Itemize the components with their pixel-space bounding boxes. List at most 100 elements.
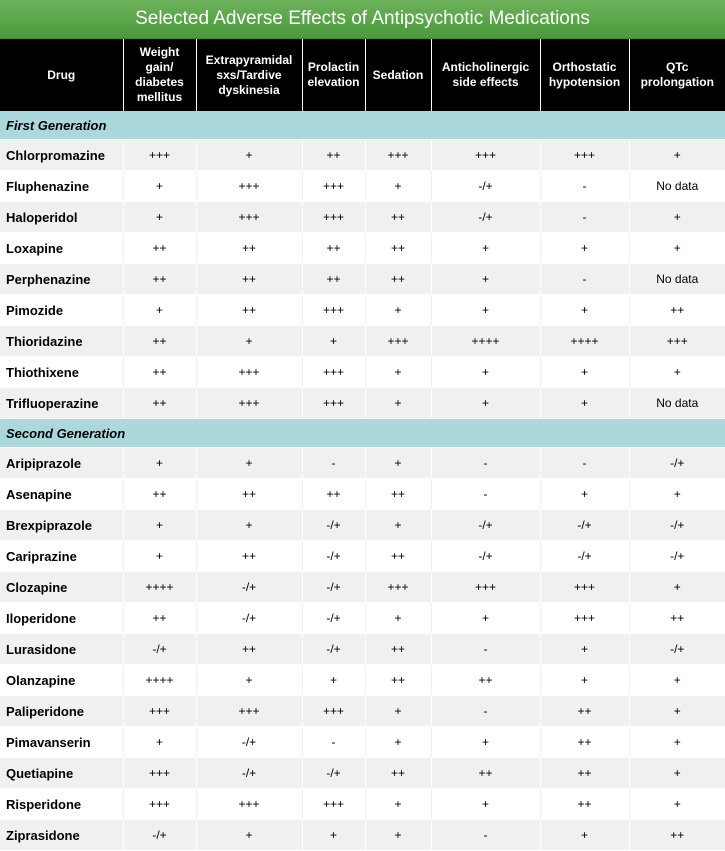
table-row: Loxapine ++ ++ ++ ++ + + + (0, 232, 725, 264)
rating-cell: + (628, 695, 725, 727)
rating-cell: ++ (628, 602, 725, 634)
table-title: Selected Adverse Effects of Antipsychoti… (0, 0, 725, 39)
table-row: Perphenazine ++ ++ ++ ++ + - No data (0, 263, 725, 295)
rating-cell: +++ (122, 788, 196, 820)
table-row: Pimavanserin + -/+ - + + ++ + (0, 726, 725, 758)
column-header-qtc: QTc prolongation (628, 39, 725, 111)
rating-cell: +++ (628, 325, 725, 357)
rating-cell: ++ (195, 263, 302, 295)
rating-cell: + (122, 540, 196, 572)
rating-cell: + (539, 294, 629, 326)
rating-cell: + (364, 695, 431, 727)
drug-name-cell: Thioridazine (0, 325, 123, 357)
table-row: Aripiprazole + + - + - - -/+ (0, 447, 725, 479)
rating-cell: + (430, 294, 540, 326)
drug-name-cell: Asenapine (0, 478, 123, 510)
table-row: Clozapine ++++ -/+ -/+ +++ +++ +++ + (0, 571, 725, 603)
table-row: Trifluoperazine ++ +++ +++ + + + No data (0, 387, 725, 419)
rating-cell: + (301, 325, 365, 357)
drug-name-cell: Quetiapine (0, 757, 123, 789)
rating-cell: ++ (539, 695, 629, 727)
rating-cell: -/+ (628, 509, 725, 541)
rating-cell: ++ (195, 294, 302, 326)
section-header-row: First Generation (0, 111, 725, 140)
rating-cell: + (628, 139, 725, 171)
rating-cell: ++ (364, 232, 431, 264)
rating-cell: -/+ (628, 540, 725, 572)
rating-cell: +++ (539, 571, 629, 603)
drug-name-cell: Iloperidone (0, 602, 123, 634)
rating-cell: + (539, 232, 629, 264)
rating-cell: + (539, 478, 629, 510)
rating-cell: + (364, 602, 431, 634)
rating-cell: + (122, 726, 196, 758)
rating-cell: +++ (195, 387, 302, 419)
table-row: Ziprasidone -/+ + + + - + ++ (0, 819, 725, 851)
rating-cell: ++ (364, 664, 431, 696)
rating-cell: + (195, 325, 302, 357)
drug-name-cell: Pimozide (0, 294, 123, 326)
rating-cell: - (539, 170, 629, 202)
rating-cell: ++ (195, 232, 302, 264)
rating-cell: -/+ (628, 447, 725, 479)
rating-cell: ++ (364, 201, 431, 233)
rating-cell: + (628, 356, 725, 388)
rating-cell: + (301, 819, 365, 851)
drug-name-cell: Loxapine (0, 232, 123, 264)
rating-cell: ++ (539, 757, 629, 789)
column-header-weight-gain: Weight gain/ diabetes mellitus (122, 39, 196, 111)
rating-cell: + (628, 788, 725, 820)
drug-name-cell: Brexpiprazole (0, 509, 123, 541)
rating-cell: +++ (364, 139, 431, 171)
rating-cell: +++ (301, 356, 365, 388)
rating-cell: +++ (301, 294, 365, 326)
rating-cell: -/+ (122, 633, 196, 665)
rating-cell: ++ (122, 325, 196, 357)
rating-cell: +++ (195, 170, 302, 202)
rating-cell: + (195, 447, 302, 479)
rating-cell: ++ (539, 788, 629, 820)
rating-cell: ++ (364, 263, 431, 295)
rating-cell: ++ (122, 356, 196, 388)
rating-cell: ++ (195, 478, 302, 510)
rating-cell: - (430, 633, 540, 665)
rating-cell: + (364, 170, 431, 202)
rating-cell: + (122, 509, 196, 541)
rating-cell: +++ (539, 602, 629, 634)
drug-name-cell: Perphenazine (0, 263, 123, 295)
rating-cell: +++ (539, 139, 629, 171)
table-row: Quetiapine +++ -/+ -/+ ++ ++ ++ + (0, 757, 725, 789)
adverse-effects-table: Drug Weight gain/ diabetes mellitus Extr… (0, 39, 725, 851)
column-header-sedation: Sedation (364, 39, 431, 111)
rating-cell: ++ (301, 232, 365, 264)
rating-cell: ++ (301, 139, 365, 171)
rating-cell: ++ (628, 819, 725, 851)
rating-cell: ++ (122, 602, 196, 634)
rating-cell: +++ (301, 695, 365, 727)
rating-cell: +++ (301, 170, 365, 202)
rating-cell: +++ (301, 387, 365, 419)
column-header-drug: Drug (0, 39, 123, 111)
rating-cell: + (195, 139, 302, 171)
rating-cell: ++ (301, 478, 365, 510)
drug-name-cell: Paliperidone (0, 695, 123, 727)
rating-cell: ++ (430, 664, 540, 696)
rating-cell: + (628, 726, 725, 758)
column-header-anticholinergic: Anticholinergic side effects (430, 39, 540, 111)
drug-name-cell: Thiothixene (0, 356, 123, 388)
rating-cell: -/+ (195, 757, 302, 789)
header-row: Drug Weight gain/ diabetes mellitus Extr… (0, 39, 725, 111)
rating-cell: +++ (195, 695, 302, 727)
rating-cell: - (430, 819, 540, 851)
rating-cell: ++ (628, 294, 725, 326)
rating-cell: +++ (430, 139, 540, 171)
drug-name-cell: Fluphenazine (0, 170, 123, 202)
rating-cell: + (364, 726, 431, 758)
rating-cell: + (430, 788, 540, 820)
rating-cell: - (430, 447, 540, 479)
rating-cell: ++++ (122, 664, 196, 696)
drug-name-cell: Cariprazine (0, 540, 123, 572)
rating-cell: +++ (122, 757, 196, 789)
rating-cell: ++++ (122, 571, 196, 603)
